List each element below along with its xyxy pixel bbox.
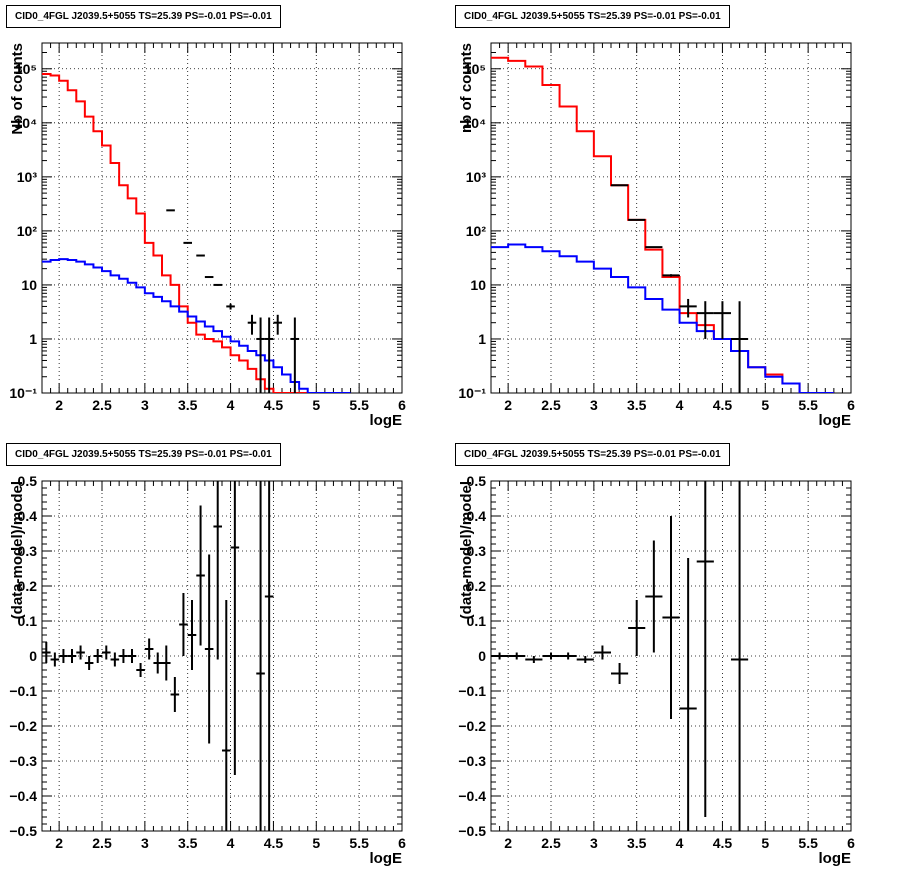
y-tick-label: 0.1 (18, 613, 38, 629)
x-axis-label: logE (819, 412, 852, 429)
y-tick-label: 10⁵ (15, 61, 37, 77)
y-tick-label: 10³ (17, 169, 38, 185)
y-tick-label: 0.5 (18, 473, 38, 489)
y-tick-label: 10⁻¹ (9, 385, 37, 401)
y-tick-label: −0.2 (9, 718, 37, 734)
y-tick-label: 10⁵ (464, 61, 486, 77)
x-axis-label: logE (819, 850, 852, 867)
x-tick-label: 3 (590, 835, 598, 851)
y-tick-label: 0.3 (467, 543, 487, 559)
x-tick-label: 5.5 (798, 397, 818, 413)
background-model-histogram (491, 243, 834, 393)
x-tick-label: 3.5 (627, 397, 647, 413)
y-tick-label: 10 (470, 277, 486, 293)
y-tick-label: 10⁴ (464, 115, 487, 131)
x-tick-label: 2 (504, 835, 512, 851)
y-tick-label: −0.1 (458, 683, 486, 699)
y-tick-label: −0.5 (458, 823, 486, 839)
y-tick-label: 0.2 (18, 578, 38, 594)
counts-chart: 2 2.5 3 3.5 4 4.5 5 5.5 6 10⁻¹ 1 10 10² 10³ 10⁴ 10⁵ logE… (458, 42, 855, 429)
x-tick-label: 4.5 (713, 835, 733, 851)
x-tick-label: 3.5 (178, 835, 198, 851)
panel-residual-right: CID0_4FGL J2039.5+5055 TS=25.39 PS=-0.01… (449, 438, 898, 875)
y-tick-label: −0.1 (9, 683, 37, 699)
panel-counts-right: CID0_4FGL J2039.5+5055 TS=25.39 PS=-0.01… (449, 0, 898, 437)
y-axis-label: Nb of counts (9, 43, 26, 135)
y-tick-label: −0.2 (458, 718, 486, 734)
x-axis-label: logE (370, 412, 403, 429)
x-tick-label: 6 (847, 397, 855, 413)
x-axis-label: logE (370, 850, 403, 867)
x-tick-label: 6 (847, 835, 855, 851)
x-tick-label: 2.5 (541, 835, 561, 851)
y-tick-label: 0.5 (467, 473, 487, 489)
x-tick-label: 2 (504, 397, 512, 413)
x-tick-label: 4.5 (264, 835, 284, 851)
y-axis-label: (data-model)/model (458, 481, 475, 619)
y-tick-label: 0.4 (18, 508, 38, 524)
x-tick-label: 5 (761, 397, 769, 413)
x-tick-label: 6 (398, 835, 406, 851)
y-tick-label: 1 (29, 331, 37, 347)
x-tick-label: 5 (312, 835, 320, 851)
y-tick-label: 10² (17, 223, 38, 239)
x-tick-label: 5.5 (349, 835, 369, 851)
x-tick-label: 2.5 (92, 397, 112, 413)
x-tick-label: 2.5 (92, 835, 112, 851)
x-tick-label: 4 (227, 835, 235, 851)
x-tick-label: 3.5 (627, 835, 647, 851)
x-tick-label: 5.5 (349, 397, 369, 413)
x-tick-label: 4 (676, 397, 684, 413)
x-tick-label: 3 (590, 397, 598, 413)
y-axis-label: nb of counts (458, 43, 475, 133)
x-tick-label: 3 (141, 835, 149, 851)
background-model-histogram (42, 258, 351, 393)
x-tick-label: 4 (227, 397, 235, 413)
x-tick-label: 2.5 (541, 397, 561, 413)
y-tick-label: 0.3 (18, 543, 38, 559)
x-tick-label: 5.5 (798, 835, 818, 851)
x-tick-label: 4.5 (713, 397, 733, 413)
chart-title: CID0_4FGL J2039.5+5055 TS=25.39 PS=-0.01… (6, 443, 281, 466)
x-tick-label: 3.5 (178, 397, 198, 413)
y-tick-label: −0.5 (9, 823, 37, 839)
counts-chart: 2 2.5 3 3.5 4 4.5 5 5.5 6 10⁻¹ 1 10 10² 10³ 10⁴ 10⁵ logE… (9, 42, 406, 429)
chart-title: CID0_4FGL J2039.5+5055 TS=25.39 PS=-0.01… (6, 5, 281, 28)
y-tick-label: 10³ (466, 169, 487, 185)
residual-chart: 2 2.5 3 3.5 4 4.5 5 5.5 6 −0.5 −0.4 −0.3 −0.2 −0.1 0 0.… (458, 473, 855, 867)
x-tick-label: 6 (398, 397, 406, 413)
y-axis-label: (data-model)/model (9, 481, 26, 619)
y-tick-label: 10² (466, 223, 487, 239)
chart-title: CID0_4FGL J2039.5+5055 TS=25.39 PS=-0.01… (455, 443, 730, 466)
x-tick-label: 5 (761, 835, 769, 851)
x-tick-label: 2 (55, 835, 63, 851)
y-tick-label: −0.4 (9, 788, 37, 804)
y-tick-label: −0.3 (458, 753, 486, 769)
y-tick-label: 0.4 (467, 508, 487, 524)
panel-counts-left: CID0_4FGL J2039.5+5055 TS=25.39 PS=-0.01… (0, 0, 449, 437)
x-tick-label: 4 (676, 835, 684, 851)
y-tick-label: 10⁻¹ (458, 385, 486, 401)
x-tick-label: 4.5 (264, 397, 284, 413)
plot-frame (490, 42, 852, 394)
y-tick-label: 1 (478, 331, 486, 347)
y-tick-label: 0 (29, 648, 37, 664)
total-model-histogram (491, 56, 834, 393)
residual-chart: 2 2.5 3 3.5 4 4.5 5 5.5 6 −0.5 −0.4 −0.3 −0.2 −0.1 0 0.… (9, 473, 406, 867)
y-tick-label: 0.2 (467, 578, 487, 594)
y-tick-label: 0.1 (467, 613, 487, 629)
chart-title: CID0_4FGL J2039.5+5055 TS=25.39 PS=-0.01… (455, 5, 730, 28)
x-tick-label: 2 (55, 397, 63, 413)
panel-residual-left: CID0_4FGL J2039.5+5055 TS=25.39 PS=-0.01… (0, 438, 449, 875)
y-tick-label: 10 (21, 277, 37, 293)
y-tick-label: 0 (478, 648, 486, 664)
total-model-histogram (42, 73, 317, 393)
x-tick-label: 5 (312, 397, 320, 413)
y-tick-label: 10⁴ (15, 115, 38, 131)
x-tick-label: 3 (141, 397, 149, 413)
y-tick-label: −0.4 (458, 788, 486, 804)
y-tick-label: −0.3 (9, 753, 37, 769)
